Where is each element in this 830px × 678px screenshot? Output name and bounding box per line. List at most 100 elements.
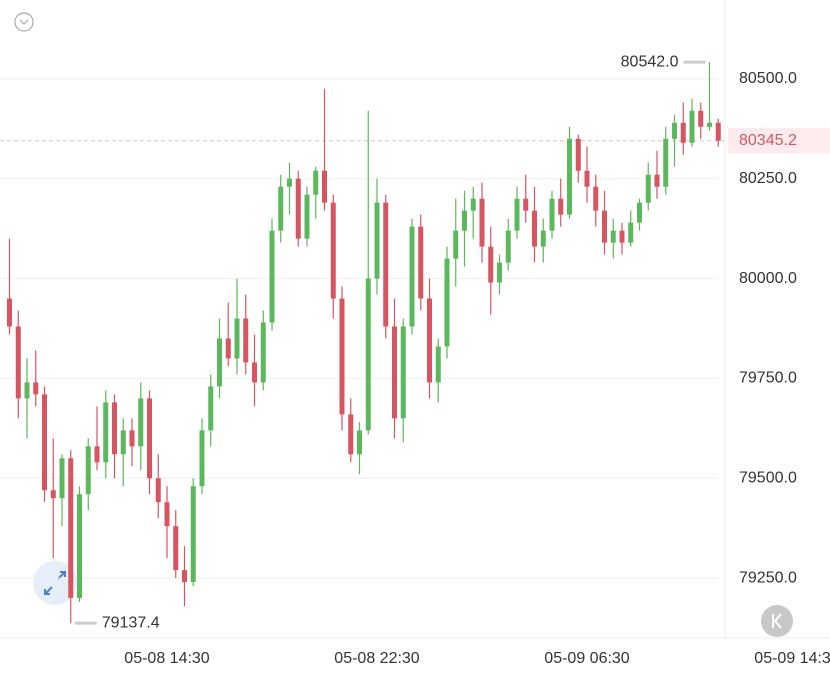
candle-body <box>497 262 502 283</box>
candle-body <box>287 178 292 187</box>
candle-body <box>532 210 537 247</box>
candle-body <box>7 298 12 327</box>
candle-body <box>77 494 82 599</box>
expand-arrows <box>44 571 66 595</box>
candle-body <box>330 202 336 299</box>
candle-body <box>85 446 91 495</box>
candle-body <box>549 198 555 231</box>
candle-body <box>470 198 476 211</box>
candle-body <box>462 210 467 231</box>
candle-body <box>269 230 275 323</box>
candle-body <box>348 414 354 455</box>
candle-body <box>120 430 126 455</box>
candle-body <box>129 430 135 447</box>
candle-body <box>304 194 310 239</box>
candle-body <box>164 502 170 527</box>
candle-body <box>453 230 459 259</box>
candle-body <box>715 122 721 141</box>
candle-body <box>689 110 695 143</box>
candle-body <box>103 402 109 463</box>
candle-body <box>42 394 47 491</box>
x-tick-label: 05-08 22:30 <box>334 650 420 667</box>
x-tick-label: 05-09 06:30 <box>544 650 630 667</box>
candle-body <box>505 230 511 263</box>
candle-body <box>593 186 599 211</box>
collapse-circle <box>14 12 34 32</box>
collapse-chevron <box>19 19 29 25</box>
candle-body <box>672 122 677 139</box>
y-tick-label: 80250.0 <box>739 170 797 187</box>
candle-body <box>147 398 152 479</box>
candle-body <box>112 402 117 455</box>
max-label: 80542.0 <box>621 53 679 70</box>
candle-body <box>663 138 669 187</box>
candle-body <box>707 122 712 127</box>
candle-body <box>575 138 581 171</box>
candle-body <box>628 222 634 243</box>
candle-body <box>357 430 362 455</box>
candle-body <box>383 202 389 327</box>
candle-body <box>392 326 397 419</box>
collapse-icon[interactable] <box>14 12 34 32</box>
x-tick-label: 05-09 14:30 <box>754 650 830 667</box>
candle-body <box>182 570 187 583</box>
candle-body <box>278 186 284 231</box>
min-label: 79137.4 <box>102 614 160 631</box>
candle-body <box>409 226 415 327</box>
expand-button[interactable] <box>33 561 77 605</box>
candle-body <box>252 362 257 383</box>
y-tick-label: 79250.0 <box>739 569 797 586</box>
candle-body <box>567 138 572 215</box>
candle-body <box>234 318 240 359</box>
candle-body <box>444 258 450 347</box>
y-tick-label: 79750.0 <box>739 370 797 387</box>
candle-body <box>243 318 249 363</box>
candle-body <box>514 198 520 231</box>
candle-body <box>654 174 660 187</box>
last-price-tag <box>728 127 830 154</box>
candle-body <box>602 210 607 243</box>
candle-body <box>59 458 65 499</box>
candle-body <box>138 398 144 447</box>
y-tick-label: 79500.0 <box>739 469 797 486</box>
candle-body <box>637 202 642 223</box>
candle-body <box>313 170 319 195</box>
candle-body <box>619 230 625 243</box>
y-tick-label: 80000.0 <box>739 270 797 287</box>
candle-body <box>479 198 485 247</box>
candle-body <box>435 346 441 383</box>
k-button[interactable] <box>761 605 793 637</box>
candle-body <box>418 226 424 299</box>
candle-body <box>339 298 345 415</box>
candle-body <box>558 198 564 215</box>
candle-body <box>365 278 371 431</box>
candle-body <box>645 174 651 203</box>
candle-body <box>680 122 686 143</box>
k-glyph <box>772 613 782 629</box>
last-price-label: 80345.2 <box>739 132 797 149</box>
candle-body <box>540 230 546 247</box>
candle-body <box>50 490 56 499</box>
x-tick-label: 05-08 14:30 <box>124 650 210 667</box>
candle-body <box>33 382 39 395</box>
candle-body <box>155 478 161 503</box>
candle-body <box>15 326 21 399</box>
candle-body <box>199 430 205 487</box>
candle-body <box>488 246 494 283</box>
y-tick-label: 80500.0 <box>739 70 797 87</box>
candle-body <box>24 382 30 399</box>
candle-body <box>374 202 380 279</box>
candle-body <box>217 338 222 387</box>
k-circle <box>761 605 793 637</box>
candle-body <box>523 198 529 211</box>
candle-body <box>208 386 214 431</box>
candle-body <box>322 170 327 203</box>
candle-body <box>173 526 179 571</box>
candle-body <box>427 298 432 383</box>
candle-body <box>610 230 616 243</box>
candle-body <box>68 458 74 599</box>
candle-body <box>94 446 100 463</box>
candle-body <box>400 326 406 419</box>
candle-body <box>698 110 704 127</box>
